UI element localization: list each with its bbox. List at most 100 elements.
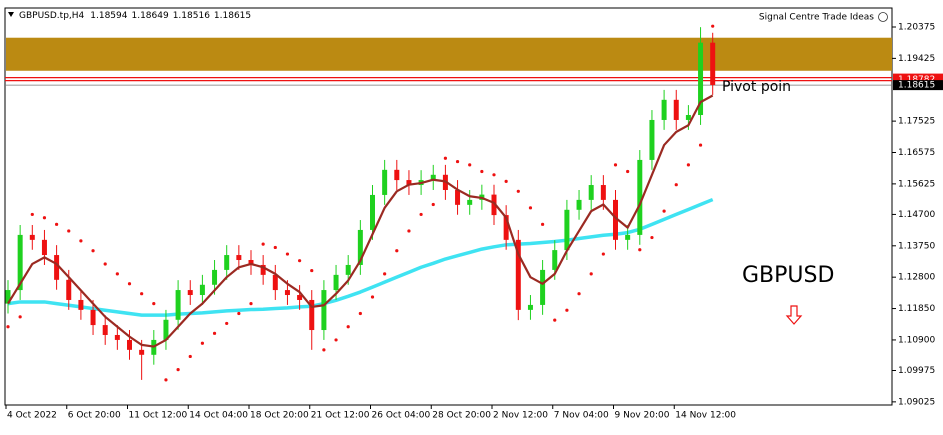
sar-dot (176, 368, 180, 372)
sar-dot (553, 318, 557, 322)
candle-body (163, 319, 169, 340)
sar-dot (285, 252, 290, 256)
candle-body (382, 169, 388, 195)
x-tick-label: 7 Nov 04:00 (554, 411, 609, 421)
x-tick-label: 11 Oct 12:00 (129, 411, 188, 421)
sar-dot (18, 315, 22, 319)
sar-dot (613, 163, 618, 167)
y-tick-label: 1.16575 (898, 148, 935, 158)
candle-body (127, 339, 132, 350)
sar-dot (577, 292, 581, 296)
sar-dot (650, 235, 654, 240)
candle-body (406, 180, 412, 186)
sar-dot (42, 216, 47, 220)
candle-body (78, 299, 84, 310)
sar-dot (431, 202, 435, 207)
candle-body (272, 274, 278, 291)
candle-body (175, 290, 181, 320)
candle-body (102, 325, 108, 335)
sar-dot (565, 308, 569, 312)
x-tick-label: 14 Nov 12:00 (675, 411, 736, 421)
sar-dot (225, 321, 229, 326)
current-price-box (893, 80, 943, 91)
pivot-price-box (893, 73, 943, 85)
candle-body (66, 279, 72, 300)
symbol-label: GBPUSD (742, 263, 834, 288)
candle-body (698, 42, 704, 116)
sar-dot (407, 229, 411, 233)
sar-dot (698, 143, 703, 147)
y-tick-label: 1.09975 (898, 366, 935, 376)
header-high: 1.18649 (131, 11, 168, 21)
sar-dot (638, 248, 642, 252)
x-tick-label: 4 Oct 2022 (7, 411, 57, 421)
candle-body (199, 284, 205, 296)
sar-dot (674, 183, 678, 187)
sar-dot (662, 209, 666, 213)
x-tick-label: 2 Nov 12:00 (493, 411, 548, 421)
sar-dot (164, 378, 168, 382)
y-tick-label: 1.10900 (898, 335, 935, 345)
pivot-price-label: 1.18782 (898, 75, 935, 85)
candle-body (503, 215, 509, 240)
sar-dot (79, 239, 83, 243)
symbol-title: GBPUSD.tp,H4 (19, 11, 85, 21)
sar-dot (370, 295, 375, 299)
candle-body (297, 295, 303, 300)
sar-dot (395, 249, 399, 253)
sar-dot (468, 163, 472, 167)
menu-triangle (8, 12, 14, 17)
candle-body (284, 290, 290, 296)
candle-body (29, 234, 35, 240)
candle-body (321, 290, 327, 331)
candle-body (455, 189, 461, 205)
candle-body (236, 255, 242, 261)
candle-body (224, 255, 230, 270)
sar-dot (589, 272, 593, 276)
sar-dot (601, 252, 605, 256)
y-tick-label: 1.14700 (898, 210, 935, 220)
sar-dot (103, 262, 107, 266)
sar-dot (55, 222, 59, 226)
sar-dot (67, 229, 71, 233)
sar-dot (261, 242, 265, 246)
candle-body (17, 234, 23, 291)
sar-dot (358, 311, 362, 316)
candle-body (625, 234, 631, 240)
candle-body (357, 229, 363, 265)
sar-dot (152, 302, 156, 306)
sar-dot (115, 272, 119, 276)
candle-body (673, 99, 679, 120)
candle-body (527, 304, 533, 310)
candle-body (637, 159, 643, 235)
candle-body (515, 239, 521, 310)
candle-body (248, 260, 254, 265)
sar-dot (6, 325, 10, 329)
sar-dot (443, 156, 447, 160)
candle-body (613, 199, 618, 240)
candle-body (212, 269, 218, 285)
y-tick-label: 1.13750 (898, 241, 935, 251)
sar-dot (480, 169, 484, 174)
sar-dot (298, 259, 302, 263)
sar-dot (91, 249, 95, 253)
annotation: Pivot poin (722, 79, 791, 95)
x-tick-label: 6 Oct 20:00 (68, 411, 121, 421)
fast-ma-line (7, 94, 714, 348)
sar-dot (528, 206, 533, 210)
candle-body (41, 239, 47, 256)
header-open: 1.18594 (90, 11, 127, 21)
current-price-label: 1.18615 (898, 81, 935, 91)
candle-body (345, 264, 351, 275)
candle-body (394, 169, 400, 181)
candle-body (491, 194, 497, 216)
sar-dot (492, 173, 496, 177)
candle-body (187, 290, 193, 296)
candle-body (576, 199, 582, 210)
candle-body (661, 99, 667, 120)
sar-dot (249, 302, 253, 306)
candle-body (114, 334, 120, 340)
candle-body (90, 309, 96, 326)
sar-dot (419, 212, 423, 217)
